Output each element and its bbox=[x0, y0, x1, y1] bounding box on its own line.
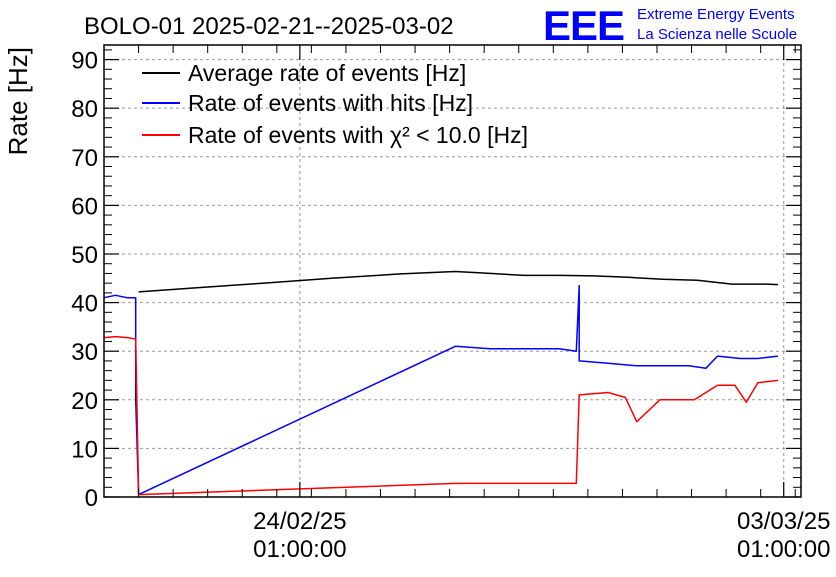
logo-mark: EEE bbox=[543, 2, 624, 49]
y-tick-label: 50 bbox=[71, 242, 98, 269]
y-axis-label: Rate [Hz] bbox=[3, 47, 33, 155]
y-tick-label: 30 bbox=[71, 339, 98, 366]
legend-entry: Average rate of events [Hz] bbox=[188, 60, 466, 86]
y-tick-label: 0 bbox=[85, 485, 98, 512]
legend-entry: Rate of events with hits [Hz] bbox=[188, 90, 473, 116]
y-tick-label: 70 bbox=[71, 145, 98, 172]
y-tick-labels: 0 10 20 30 40 50 60 70 80 90 bbox=[71, 48, 98, 512]
logo: EEE Extreme Energy Events La Scienza nel… bbox=[543, 2, 797, 49]
x-tick-label-time: 01:00:00 bbox=[737, 536, 830, 563]
axis-ticks bbox=[103, 45, 801, 498]
series-layer bbox=[103, 270, 779, 496]
y-tick-label: 20 bbox=[71, 388, 98, 415]
y-tick-label: 60 bbox=[71, 193, 98, 220]
y-tick-label: 80 bbox=[71, 96, 98, 123]
legend: Average rate of events [Hz] Rate of event… bbox=[142, 60, 528, 148]
logo-line1: Extreme Energy Events bbox=[637, 6, 795, 23]
series-line-0 bbox=[138, 270, 779, 293]
grid-lines bbox=[104, 45, 801, 497]
x-tick-label-date: 24/02/25 bbox=[253, 508, 346, 535]
legend-entry: Rate of events with χ² < 10.0 [Hz] bbox=[188, 122, 528, 148]
y-tick-label: 90 bbox=[71, 48, 98, 75]
logo-line2: La Scienza nelle Scuole bbox=[637, 26, 797, 43]
series-line-1 bbox=[103, 284, 779, 496]
x-tick-label-time: 01:00:00 bbox=[253, 536, 346, 563]
chart-title: BOLO-01 2025-02-21--2025-03-02 bbox=[84, 13, 454, 40]
series-line-2 bbox=[103, 335, 779, 496]
y-tick-label: 40 bbox=[71, 291, 98, 318]
x-tick-label-date: 03/03/25 bbox=[737, 508, 830, 535]
plot-frame bbox=[103, 44, 802, 498]
y-tick-label: 10 bbox=[71, 436, 98, 463]
